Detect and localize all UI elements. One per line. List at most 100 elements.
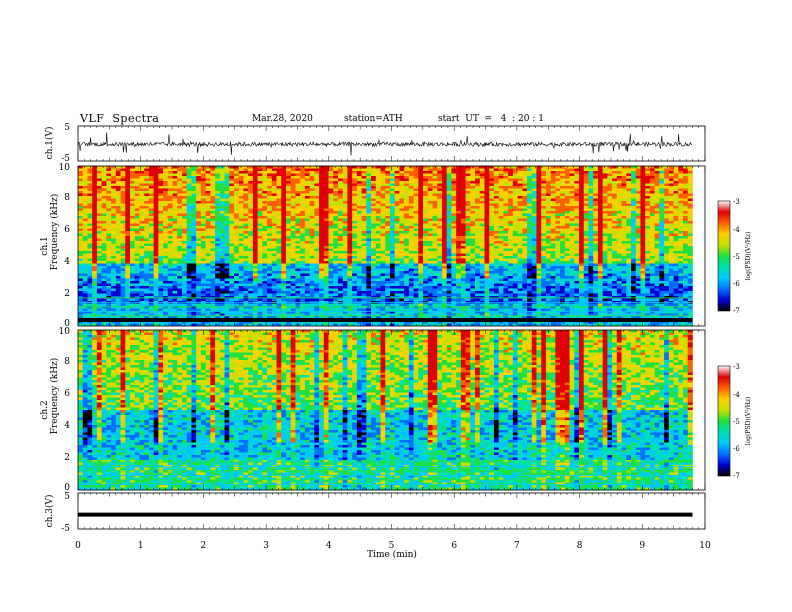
spectrogram-cell — [512, 216, 518, 219]
spectrogram-cell — [205, 256, 211, 259]
spectrogram-cell — [101, 223, 107, 227]
spectrogram-cell — [356, 238, 362, 242]
spectrogram-cell — [337, 238, 343, 242]
spectrogram-cell — [385, 198, 391, 202]
spectrogram-cell — [569, 221, 575, 224]
spectrogram-cell — [479, 238, 485, 242]
spectrogram-cell — [536, 238, 542, 242]
spectrogram-cell — [181, 186, 188, 189]
spectrogram-cell — [158, 256, 164, 259]
spectrogram-cell — [399, 216, 405, 219]
spectrogram-cell — [418, 176, 424, 179]
spectrogram-cell — [456, 211, 462, 214]
spectrogram-cell — [281, 191, 287, 194]
spectrogram-cell — [498, 233, 504, 237]
spectrogram-cell — [210, 236, 216, 239]
spectrogram-cell — [267, 226, 273, 229]
spectrogram-cell — [167, 208, 173, 212]
spectrogram-cell — [668, 238, 674, 242]
spectrogram-cell — [616, 191, 622, 194]
spectrogram-cell — [333, 188, 339, 192]
spectrogram-cell — [233, 233, 240, 237]
spectrogram-cell — [352, 256, 358, 259]
spectrogram-cell — [87, 183, 93, 187]
spectrogram-cell — [111, 176, 117, 179]
spectrogram-cell — [536, 228, 542, 232]
spectrogram-cell — [508, 256, 514, 259]
spectrogram-cell — [399, 188, 405, 192]
spectrogram-cell — [579, 171, 585, 174]
spectrogram-cell — [612, 233, 618, 237]
spectrogram-cell — [252, 238, 258, 242]
spectrogram-cell — [626, 191, 632, 194]
spectrogram-cell — [257, 206, 263, 209]
spectrogram-cell — [560, 216, 566, 219]
spectrogram-cell — [295, 186, 301, 189]
spectrogram-cell — [583, 213, 589, 217]
spectrogram-cell — [541, 223, 547, 227]
spectrogram-cell — [555, 226, 561, 229]
spectrogram-cell — [413, 176, 419, 179]
spectrogram-cell — [233, 193, 240, 197]
spectrogram-cell — [328, 251, 334, 254]
spectrogram-cell — [111, 236, 117, 239]
spectrogram-cell — [78, 238, 84, 242]
spectrogram-cell — [337, 171, 343, 174]
spectrogram-cell — [281, 253, 287, 257]
spectrogram-cell — [550, 231, 556, 234]
spectrogram-cell — [328, 213, 334, 217]
spectrogram-cell — [631, 211, 637, 214]
spectrogram-cell — [361, 193, 367, 197]
spectrogram-cell — [479, 233, 485, 237]
spectrogram-cell — [139, 191, 145, 194]
spectrogram-cell — [522, 216, 528, 219]
spectrogram-cell — [668, 171, 674, 174]
spectrogram-cell — [404, 223, 410, 227]
spectrogram-cell — [87, 221, 93, 224]
spectrogram-cell — [163, 226, 169, 229]
spectrogram-cell — [139, 248, 145, 252]
spectrogram-cell — [687, 178, 693, 182]
spectrogram-cell — [441, 191, 447, 194]
spectrogram-cell — [541, 171, 547, 174]
spectrogram-cell — [550, 223, 556, 227]
spectrogram-cell — [673, 181, 679, 184]
spectrogram-cell — [678, 203, 684, 207]
spectrogram-cell — [451, 206, 457, 209]
spectrogram-cell — [371, 233, 377, 237]
spectrogram-cell — [290, 253, 296, 257]
spectrogram-cell — [493, 191, 499, 194]
spectrogram-cell — [460, 223, 466, 227]
spectrogram-cell — [470, 246, 476, 249]
spectrogram-cell — [281, 241, 287, 244]
spectrogram-cell — [243, 178, 249, 182]
spectrogram-cell — [92, 183, 98, 187]
spectrogram-cell — [493, 256, 499, 259]
spectrogram-cell — [229, 248, 235, 252]
spectrogram-cell — [432, 246, 438, 249]
spectrogram-cell — [181, 191, 188, 194]
spectrogram-cell — [408, 231, 414, 234]
spectrogram-cell — [129, 171, 136, 174]
spectrogram-cell — [229, 228, 235, 232]
spectrogram-cell — [158, 193, 164, 197]
spectrogram-cell — [460, 231, 466, 234]
spectrogram-cell — [654, 206, 660, 209]
spectrogram-cell — [489, 216, 495, 219]
spectrogram-cell — [167, 251, 173, 254]
spectrogram-cell — [664, 183, 670, 187]
spectrogram-cell — [432, 233, 438, 237]
spectrogram-cell — [626, 173, 632, 177]
spectrogram-cell — [167, 253, 173, 257]
spectrogram-cell — [673, 218, 679, 222]
spectrogram-cell — [607, 253, 613, 257]
spectrogram-cell — [484, 211, 490, 214]
spectrogram-cell — [361, 178, 367, 182]
spectrogram-cell — [285, 188, 291, 192]
spectrogram-cell — [300, 173, 306, 177]
spectrogram-cell — [649, 196, 655, 199]
spectrogram-cell — [626, 201, 632, 204]
spectrogram-cell — [583, 221, 589, 224]
spectrogram-cell — [82, 243, 88, 247]
spectrogram-cell — [210, 218, 216, 222]
